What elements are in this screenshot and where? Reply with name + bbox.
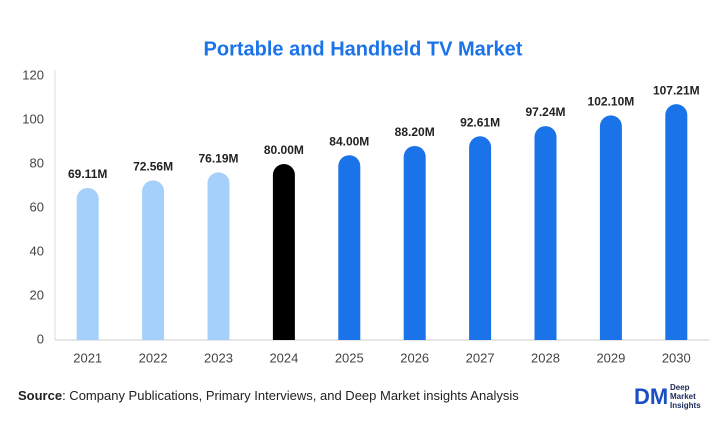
y-tick-label: 0 [37,331,44,346]
chart-title: Portable and Handheld TV Market [204,38,523,60]
value-label: 102.10M [588,95,635,109]
x-tick-label: 2028 [531,350,560,365]
x-tick-label: 2025 [335,350,364,365]
value-label: 84.00M [329,134,369,148]
logo-line: Insights [670,401,701,410]
logo-mark: DM [634,384,668,409]
value-label: 92.61M [460,115,500,129]
bar [534,126,557,340]
logo-line: Deep [670,383,690,392]
source-note: Source: Company Publications, Primary In… [18,388,519,403]
value-label: 80.00M [264,143,304,157]
x-tick-label: 2029 [596,350,625,365]
source-text: : Company Publications, Primary Intervie… [62,388,519,403]
value-label: 76.19M [198,152,238,166]
x-tick-label: 2022 [139,350,168,365]
x-tick-label: 2023 [204,350,233,365]
x-tick-label: 2030 [662,350,691,365]
y-tick-label: 40 [30,243,44,258]
x-tick-label: 2026 [400,350,429,365]
logo-line: Market [670,392,696,401]
bar [207,172,230,340]
y-tick-label: 100 [22,111,44,126]
value-label: 72.56M [133,160,173,174]
y-tick-label: 20 [30,287,44,302]
bar [142,180,165,340]
value-label: 88.20M [395,125,435,139]
value-label: 97.24M [525,105,565,119]
x-tick-label: 2021 [73,350,102,365]
logo: DM Deep Market Insights [634,383,701,410]
value-label: 107.21M [653,83,700,97]
source-label: Source [18,388,62,403]
x-tick-label: 2027 [466,350,495,365]
y-tick-label: 80 [30,155,44,170]
bar [76,187,99,340]
bar [403,145,426,340]
x-tick-label: 2024 [269,350,298,365]
bar [338,155,361,340]
value-label: 69.11M [68,167,107,181]
bar [599,115,622,340]
bar [665,104,688,341]
y-tick-label: 120 [22,67,44,82]
bar [272,164,295,340]
y-tick-label: 60 [30,199,44,214]
bar [469,136,492,340]
